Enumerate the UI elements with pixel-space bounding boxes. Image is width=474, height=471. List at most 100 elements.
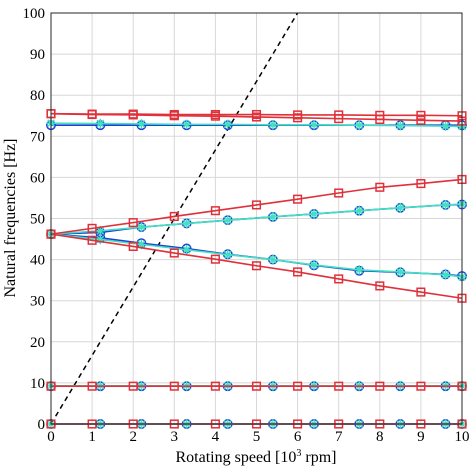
square-marker — [251, 381, 262, 391]
star-marker — [268, 212, 278, 222]
reference-line-layer — [51, 13, 299, 424]
x-tick-labels: 0 1 2 3 4 5 6 7 8 9 10 — [47, 429, 469, 445]
x-tick-label: 1 — [88, 429, 96, 445]
x-tick-label: 8 — [376, 429, 384, 445]
series-line — [50, 112, 463, 122]
square-marker — [210, 381, 220, 391]
star-marker — [395, 203, 406, 213]
square-marker — [375, 114, 385, 124]
star-marker — [136, 222, 147, 232]
square-marker — [416, 179, 426, 189]
series-line — [50, 233, 463, 300]
square-marker — [87, 223, 97, 233]
x-tick-label: 4 — [212, 429, 220, 445]
y-tick-label: 20 — [30, 335, 45, 351]
square-marker — [416, 110, 426, 120]
x-tick-label: 5 — [253, 429, 261, 445]
y-tick-labels: 0 10 20 30 40 50 60 70 80 90 100 — [23, 6, 46, 433]
star-marker — [181, 218, 192, 229]
star-marker — [309, 209, 319, 219]
y-tick-label: 10 — [30, 376, 45, 392]
square-marker — [210, 206, 220, 216]
square-marker — [128, 110, 138, 120]
x-tick-label: 2 — [129, 429, 137, 445]
square-marker — [416, 115, 426, 125]
star-marker — [309, 260, 319, 270]
square-marker — [169, 248, 179, 258]
series-s-mode-2 — [46, 381, 467, 391]
square-marker — [128, 218, 138, 228]
y-tick-label: 50 — [30, 212, 45, 228]
star-marker — [395, 120, 406, 131]
square-marker — [169, 381, 179, 391]
y-tick-label: 90 — [30, 47, 45, 63]
star-marker — [222, 119, 233, 130]
star-marker — [440, 200, 451, 210]
x-tick-label: 10 — [455, 429, 470, 445]
x-tick-label: 0 — [47, 429, 55, 445]
square-marker — [293, 381, 303, 391]
square-marker — [169, 211, 179, 221]
square-marker — [128, 381, 138, 391]
square-marker — [87, 381, 97, 391]
square-marker — [210, 254, 220, 264]
star-marker — [268, 119, 278, 130]
square-marker — [169, 111, 179, 121]
star-marker — [354, 120, 365, 131]
square-marker — [87, 109, 97, 120]
square-marker — [293, 267, 303, 277]
square-marker — [251, 261, 262, 271]
plot-frame — [50, 12, 463, 425]
square-marker — [210, 111, 220, 121]
square-marker — [416, 381, 426, 391]
square-marker — [416, 287, 426, 297]
square-marker — [334, 188, 344, 198]
square-marker — [87, 235, 97, 245]
star-marker — [440, 121, 451, 131]
square-marker — [334, 381, 344, 391]
star-marker — [354, 205, 365, 216]
star-marker — [181, 119, 192, 130]
star-marker — [395, 267, 406, 277]
x-axis-label: Rotating speed [103 rpm] — [176, 448, 337, 466]
star-marker — [222, 215, 233, 225]
x-tick-label: 3 — [171, 429, 179, 445]
star-marker — [268, 254, 278, 265]
square-marker — [334, 114, 344, 124]
square-marker — [251, 112, 262, 122]
y-axis-label: Natural frequencies [Hz] — [2, 138, 19, 297]
square-marker — [375, 381, 385, 391]
square-marker — [251, 200, 262, 210]
star-marker — [222, 249, 233, 260]
star-marker — [95, 234, 106, 245]
series-line — [50, 178, 463, 235]
y-tick-label: 100 — [23, 6, 46, 22]
star-marker — [181, 244, 192, 255]
series-s-mode-3 — [46, 229, 467, 303]
y-tick-label: 0 — [38, 417, 46, 433]
star-marker — [309, 119, 319, 130]
star-marker — [136, 239, 147, 250]
square-marker — [375, 182, 385, 192]
square-marker — [128, 241, 138, 251]
y-tick-label: 40 — [30, 253, 45, 269]
y-tick-label: 70 — [30, 129, 45, 145]
square-marker — [375, 281, 385, 291]
square-marker — [293, 113, 303, 123]
x-tick-label: 6 — [294, 429, 302, 445]
series-s-mode-4 — [46, 174, 467, 239]
y-tick-label: 30 — [30, 294, 45, 310]
star-marker — [136, 119, 147, 129]
square-marker — [293, 194, 303, 204]
square-marker — [334, 274, 344, 284]
x-tick-label: 9 — [417, 429, 425, 445]
star-marker — [354, 265, 365, 275]
reference-dashed-line — [51, 13, 299, 424]
y-tick-label: 60 — [30, 170, 45, 186]
x-tick-label: 7 — [335, 429, 343, 445]
star-marker — [95, 226, 106, 236]
star-marker — [440, 270, 451, 280]
y-tick-label: 80 — [30, 88, 45, 104]
star-marker — [95, 118, 106, 129]
